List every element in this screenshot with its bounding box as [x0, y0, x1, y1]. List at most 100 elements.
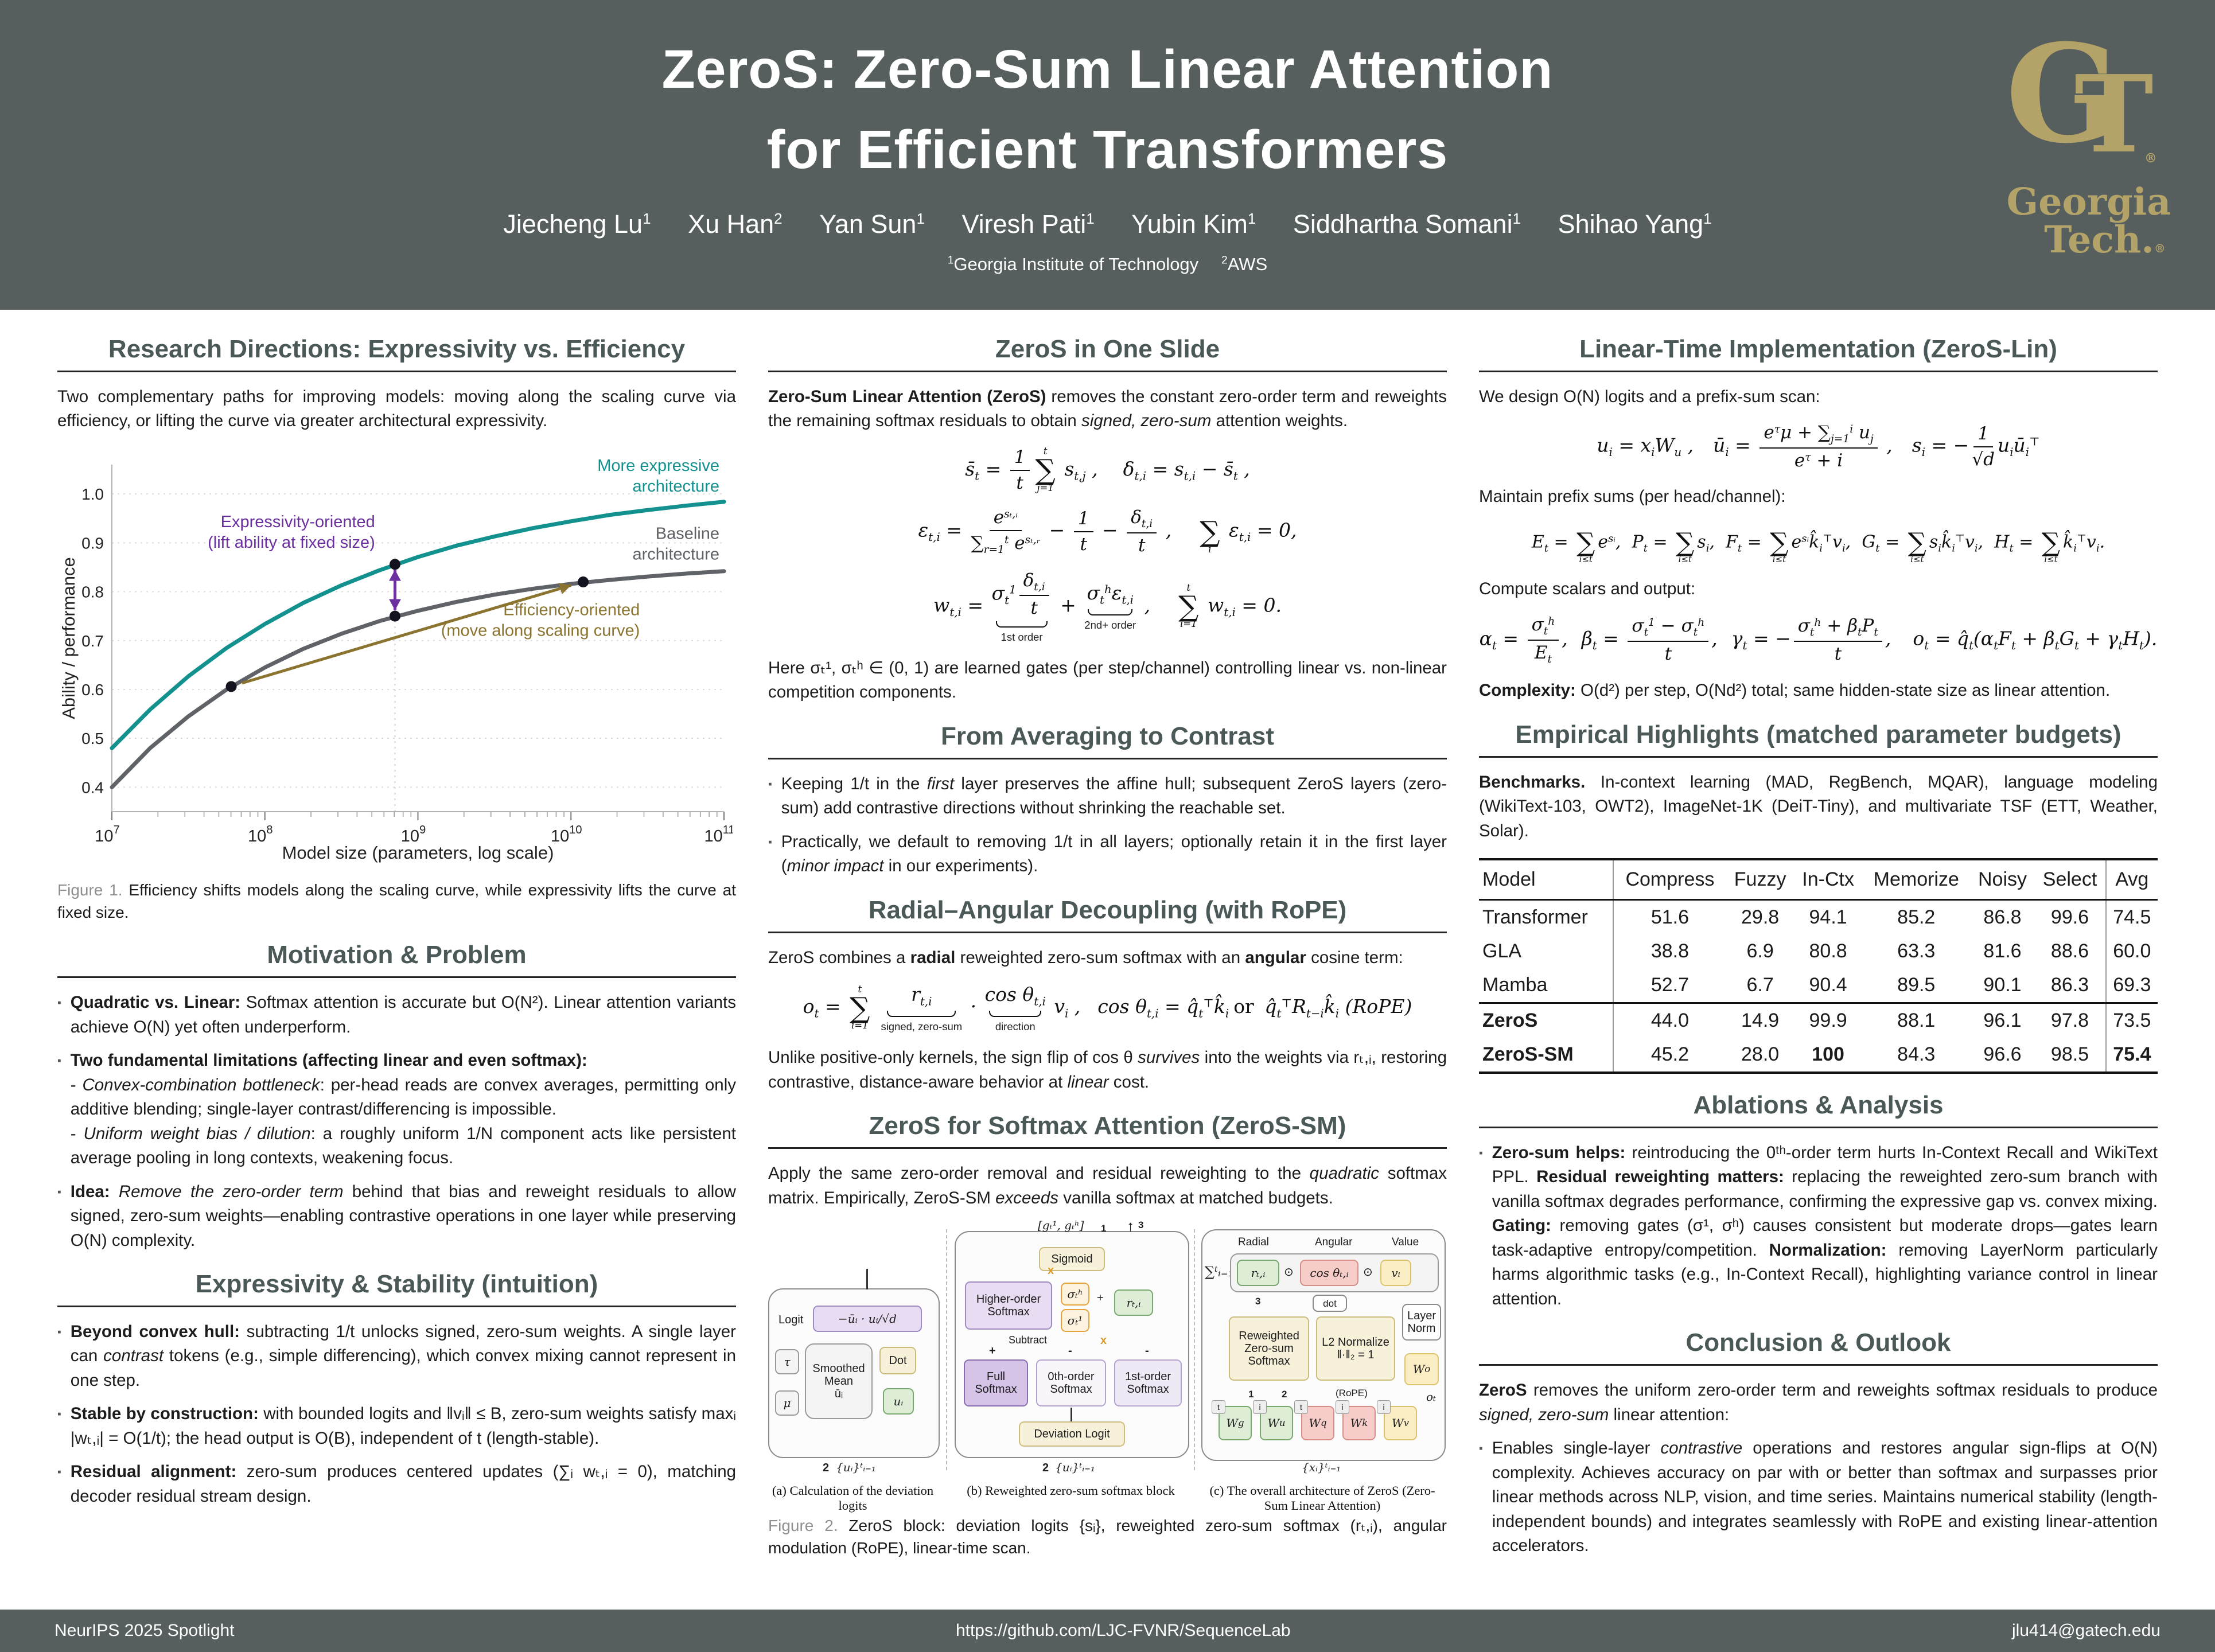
input-index: 2: [823, 1462, 830, 1475]
svg-text:1010: 1010: [551, 824, 582, 846]
section-averaging-to-contrast: From Averaging to Contrast ▪ Keeping 1/t…: [768, 722, 1447, 879]
paragraph: Benchmarks. In-context learning (MAD, Re…: [1479, 772, 2158, 840]
footer-email[interactable]: jlu414@gatech.edu: [2012, 1621, 2160, 1640]
paragraph: Complexity: O(d²) per step, O(Nd²) total…: [1479, 681, 2111, 700]
column-right: Linear-Time Implementation (ZeroS-Lin) W…: [1479, 329, 2158, 1610]
svg-text:0.7: 0.7: [81, 632, 104, 650]
cell: 96.6: [1983, 1043, 2022, 1065]
panel-c-input: {xᵢ}ᵗᵢ₌₁: [1302, 1460, 1341, 1475]
cell: 6.7: [1746, 973, 1774, 996]
cell: 74.5: [2105, 899, 2158, 934]
paragraph: Two complementary paths for improving mo…: [57, 387, 736, 431]
logit-label: Logit: [778, 1314, 804, 1327]
list-item: ▪ Enables single-layer contrastive opera…: [1479, 1436, 2158, 1558]
svg-text:1011: 1011: [704, 824, 733, 846]
svg-text:0.6: 0.6: [81, 681, 104, 699]
section-ablations: Ablations & Analysis ▪ Zero-sum helps: r…: [1479, 1091, 2158, 1311]
cell: 28.0: [1741, 1043, 1780, 1065]
table-row: Mamba 52.7 6.7 90.4 89.5 90.1 86.3 69.3: [1479, 968, 2158, 1003]
connector: [1070, 1408, 1072, 1422]
list-item: ▪ Residual alignment: zero-sum produces …: [57, 1460, 736, 1509]
author: Shihao Yang1: [1558, 209, 1712, 239]
section-divider: [768, 931, 1447, 933]
higher-order-softmax-box: Higher-order Softmax: [965, 1281, 1052, 1330]
cell: 73.5: [2105, 1003, 2158, 1038]
list-item: ▪ Keeping 1/t in the first layer preserv…: [768, 772, 1447, 821]
svg-text:0.8: 0.8: [81, 583, 104, 601]
list-item: ▪ Stable by construction: with bounded l…: [57, 1402, 736, 1451]
subtract-label: Subtract: [1009, 1334, 1048, 1346]
equation-scalars-output: αt = σth Et, βt = σt1 − σth t, γt = − σth + β…: [1479, 614, 2158, 665]
cell: 89.5: [1897, 973, 1936, 996]
cell-model: GLA: [1479, 934, 1614, 968]
cell-model: ZeroS: [1479, 1003, 1614, 1038]
paragraph: Here σₜ¹, σₜʰ ∈ (0, 1) are learned gates…: [768, 658, 1447, 702]
cell: 80.8: [1809, 940, 1847, 962]
paragraph: Maintain prefix sums (per head/channel):: [1479, 486, 1786, 506]
section-title: Motivation & Problem: [267, 941, 527, 969]
column-header: Noisy: [1978, 868, 2027, 890]
cell: 29.8: [1741, 906, 1780, 928]
svg-text:More expressive: More expressive: [597, 457, 719, 475]
section-empirical-highlights: Empirical Highlights (matched parameter …: [1479, 720, 2158, 1074]
sign-minus: -: [1145, 1345, 1149, 1358]
gt-wordmark: Georgia Tech.®: [2006, 180, 2171, 262]
section-divider: [1479, 371, 2158, 372]
dot-box: Dot: [879, 1347, 916, 1375]
registered-mark-icon: ®: [2154, 241, 2166, 256]
cell: 75.4: [2105, 1037, 2158, 1073]
tau-box: τ: [775, 1349, 799, 1375]
cell: 45.2: [1650, 1043, 1690, 1065]
bullet-marker: ▪: [768, 778, 772, 790]
odot-icon: ⊙: [1363, 1266, 1373, 1279]
bullet-marker: ▪: [57, 1055, 61, 1067]
author: Viresh Pati1: [961, 209, 1095, 239]
table-row: GLA 38.8 6.9 80.8 63.3 81.6 88.6 60.0: [1479, 934, 2158, 968]
marker-3: 3: [1138, 1219, 1144, 1231]
section-divider: [57, 976, 736, 979]
odot-icon: ⊙: [1284, 1266, 1294, 1279]
figure-1: 0.4 0.5 0.6 0.7 0.8 0.9 1.0 107 108 109 1010 1011 Mo…: [57, 442, 736, 872]
deviation-logit-box: Deviation Logit: [1019, 1421, 1125, 1447]
first-order-softmax-box: 1st-order Softmax: [1114, 1359, 1182, 1407]
cell: 60.0: [2105, 934, 2158, 968]
cell: 88.1: [1897, 1009, 1936, 1031]
column-header: Avg: [2105, 859, 2158, 900]
georgia-tech-logo: G T ® Georgia Tech.®: [1994, 27, 2183, 262]
dot-box: dot: [1313, 1295, 1347, 1312]
cell: 6.9: [1746, 940, 1774, 962]
panel-reweighted-softmax: Sigmoid σₜʰ σₜ¹ + rₜ,ᵢ Higher-order Soft…: [955, 1231, 1189, 1459]
sigmoid-box: Sigmoid: [1039, 1247, 1105, 1272]
svg-text:architecture: architecture: [632, 545, 719, 563]
cos-theta-box: cos θₜ,ᵢ: [1300, 1260, 1358, 1287]
poster-body: Research Directions: Expressivity vs. Ef…: [0, 310, 2215, 1610]
marker-1: 1: [1248, 1389, 1254, 1400]
panel-overall-architecture: Radial Angular Value ∑ᵗᵢ₌₁ rₜ,ᵢ ⊙ cos θₜ…: [1201, 1229, 1446, 1462]
paragraph: Unlike positive-only kernels, the sign f…: [768, 1048, 1447, 1092]
cell: 96.1: [1983, 1009, 2022, 1031]
equation-mean-deviation: s̄t = 1 t t ∑ j=1 st,j , δt,i = st,i − s̄t ,: [965, 446, 1250, 493]
panel-a-input: {uᵢ}ᵗᵢ₌₁: [836, 1460, 876, 1475]
footer-github-link[interactable]: https://github.com/LJC-FVNR/SequenceLab: [955, 1621, 1291, 1640]
t-chip: t: [1294, 1400, 1308, 1415]
list-item: ▪ Zero-sum helps: reintroducing the 0ᵗʰ-…: [1479, 1141, 2158, 1311]
l2-normalize-box: L2 Normalize ‖·‖₂ = 1: [1316, 1316, 1395, 1381]
paragraph: Zero-Sum Linear Attention (ZeroS) remove…: [768, 387, 1447, 431]
equation-weights: wt,i = σt1 δt,i t 1st order + σthεt,i 2nd+ o…: [933, 570, 1282, 643]
bullet-marker: ▪: [57, 1466, 61, 1479]
r-ti-box: rₜ,ᵢ: [1237, 1260, 1279, 1287]
svg-text:0.5: 0.5: [81, 730, 104, 747]
cell: 86.8: [1983, 906, 2022, 928]
author: Xu Han2: [688, 209, 783, 239]
list-item: ▪ Idea: Remove the zero-order term behin…: [57, 1180, 736, 1253]
section-divider: [768, 1147, 1447, 1150]
section-radial-angular: Radial–Angular Decoupling (with RoPE) Ze…: [768, 896, 1447, 1095]
panel-c-caption: (c) The overall architecture of ZeroS (Z…: [1209, 1483, 1435, 1513]
author: Yubin Kim1: [1131, 209, 1256, 239]
poster-footer: NeurIPS 2025 Spotlight https://github.co…: [0, 1610, 2215, 1652]
column-header: Compress: [1625, 868, 1715, 890]
cell: 86.3: [2050, 973, 2089, 996]
